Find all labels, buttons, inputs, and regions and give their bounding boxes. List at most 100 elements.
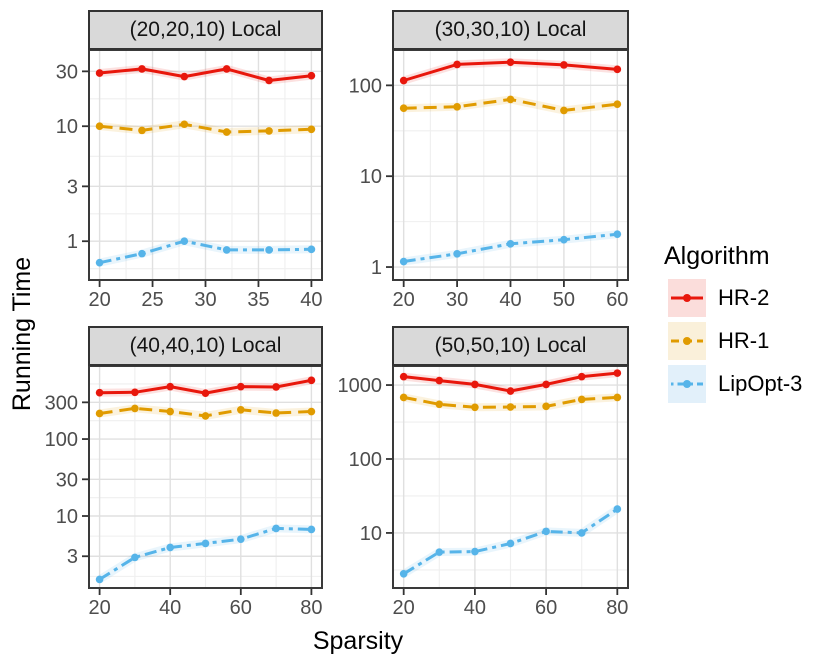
data-points (399, 230, 622, 266)
svg-text:30: 30 (56, 61, 78, 83)
facet-strip-label: (50,50,10) Local (434, 334, 587, 357)
x-axis-ticks: 20 40 60 80 (88, 589, 323, 619)
series-HR-1 (399, 393, 622, 412)
svg-text:1000: 1000 (338, 375, 383, 397)
panel-border (392, 49, 629, 281)
svg-text:1: 1 (67, 231, 78, 253)
svg-text:50: 50 (553, 289, 575, 311)
svg-text:20: 20 (393, 289, 415, 311)
svg-text:40: 40 (300, 289, 322, 311)
svg-text:300: 300 (45, 392, 78, 414)
series-LipOpt-3 (399, 505, 622, 578)
legend-key-icon (668, 365, 706, 403)
svg-text:35: 35 (247, 289, 269, 311)
series-line (99, 239, 312, 265)
series-HR-1 (95, 404, 316, 420)
svg-text:100: 100 (45, 429, 78, 451)
svg-text:10: 10 (56, 116, 78, 138)
facet-panel-1: 20 25 30 35 40 1 3 10 30 (56, 49, 323, 311)
svg-text:30: 30 (446, 289, 468, 311)
svg-text:20: 20 (88, 597, 110, 619)
facet-strip-label: (20,20,10) Local (129, 18, 282, 41)
svg-text:100: 100 (349, 449, 382, 471)
y-axis-ticks: 10 100 1000 (338, 375, 392, 545)
legend-label: HR-1 (718, 328, 770, 353)
gridlines (393, 366, 628, 588)
svg-text:20: 20 (88, 289, 110, 311)
gridlines (89, 366, 322, 588)
legend-entry-lipopt3: LipOpt-3 (668, 365, 802, 403)
data-points (95, 404, 316, 420)
facet-strip-3: (40,40,10) Local (88, 326, 323, 366)
data-points (95, 376, 316, 397)
svg-text:40: 40 (499, 289, 521, 311)
legend-entry-hr2: HR-2 (668, 279, 769, 317)
panel-border (88, 49, 323, 281)
facet-panel-4: 20 40 60 80 10 100 1000 (338, 365, 629, 619)
series-HR-2 (399, 369, 622, 395)
legend-key-icon (668, 279, 706, 317)
svg-text:100: 100 (349, 75, 382, 97)
svg-text:25: 25 (141, 289, 163, 311)
series-HR-1 (95, 120, 316, 136)
data-points (95, 65, 316, 85)
legend-entry-hr1: HR-1 (668, 322, 769, 360)
y-axis-ticks: 1 3 10 30 (56, 61, 88, 253)
series-LipOpt-3 (95, 237, 316, 267)
svg-text:3: 3 (67, 546, 78, 568)
data-points (399, 393, 622, 412)
series-line (99, 67, 312, 82)
data-points (399, 58, 622, 85)
series-HR-2 (95, 376, 316, 398)
svg-text:10: 10 (56, 506, 78, 528)
series-LipOpt-3 (399, 230, 622, 266)
svg-text:40: 40 (464, 597, 486, 619)
data-points (399, 95, 622, 115)
series-HR-2 (95, 64, 316, 85)
data-points (95, 524, 316, 584)
svg-text:10: 10 (360, 166, 382, 188)
facet-strip-label: (30,30,10) Local (434, 18, 587, 41)
data-points (399, 369, 622, 395)
facet-strip-1: (20,20,10) Local (88, 10, 323, 50)
svg-text:80: 80 (300, 597, 322, 619)
y-axis-ticks: 3 10 30 100 300 (45, 392, 88, 568)
series-HR-1 (399, 95, 622, 115)
svg-text:60: 60 (535, 597, 557, 619)
x-axis-ticks: 20 40 60 80 (393, 589, 628, 619)
legend-label: LipOpt-3 (718, 371, 803, 396)
panel-border (88, 365, 323, 589)
svg-text:10: 10 (360, 523, 382, 545)
svg-text:20: 20 (393, 597, 415, 619)
svg-text:1: 1 (371, 257, 382, 279)
series-line (99, 122, 312, 134)
series-LipOpt-3 (95, 524, 316, 584)
facet-panel-3: 20 40 60 80 3 10 30 100 300 (45, 365, 323, 619)
x-axis-ticks: 20 30 40 50 60 (393, 281, 628, 311)
legend-title: Algorithm (664, 242, 770, 270)
facet-strip-2: (30,30,10) Local (392, 10, 629, 50)
svg-text:3: 3 (67, 176, 78, 198)
legend-label: HR-2 (718, 285, 770, 310)
panel-border (392, 365, 629, 589)
y-axis-title: Running Time (8, 256, 36, 412)
svg-text:30: 30 (56, 469, 78, 491)
series-HR-2 (399, 58, 622, 85)
data-points (95, 120, 316, 136)
legend-key-icon (668, 322, 706, 360)
svg-text:40: 40 (159, 597, 181, 619)
data-points (95, 237, 316, 267)
facet-strip-4: (50,50,10) Local (392, 326, 629, 366)
svg-text:80: 80 (606, 597, 628, 619)
facet-panel-2: 20 30 40 50 60 1 10 100 (349, 49, 629, 311)
svg-text:60: 60 (230, 597, 252, 619)
y-axis-ticks: 1 10 100 (349, 75, 392, 279)
data-points (399, 505, 622, 578)
facet-strip-label: (40,40,10) Local (129, 334, 282, 357)
x-axis-ticks: 20 25 30 35 40 (88, 281, 323, 311)
x-axis-title: Sparsity (312, 627, 404, 655)
svg-text:30: 30 (194, 289, 216, 311)
svg-text:60: 60 (606, 289, 628, 311)
